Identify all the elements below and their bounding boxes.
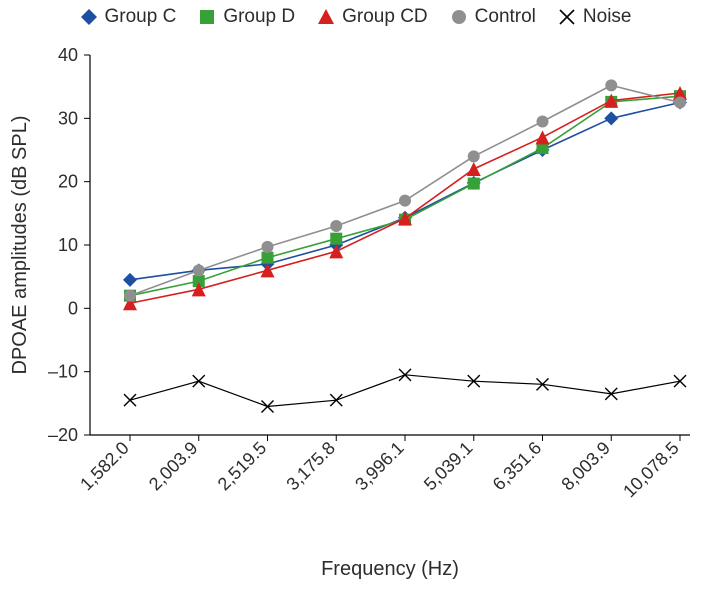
x-tick-label: 2,519.5 — [214, 438, 271, 495]
legend-item: Noise — [558, 6, 632, 28]
x-tick-label: 10,078.5 — [619, 438, 683, 502]
y-tick-label: –10 — [48, 362, 78, 382]
legend-label: Group C — [105, 6, 177, 28]
legend-label: Noise — [583, 6, 632, 28]
x-tick-label: 8,003.9 — [557, 438, 614, 495]
series-group-c — [123, 96, 687, 287]
square-icon — [198, 8, 216, 26]
x-tick-label: 1,582.0 — [76, 438, 133, 495]
line-chart: –20 –10 0 10 20 30 40 1,582.02,003.92,519.53,17… — [0, 0, 711, 593]
legend-item: Group C — [80, 6, 177, 28]
x-tick-label: 3,175.8 — [282, 438, 339, 495]
y-tick-label: 0 — [68, 298, 78, 318]
triangle-icon — [317, 8, 335, 26]
series-control — [124, 79, 686, 301]
legend-label: Group CD — [342, 6, 428, 28]
legend-item: Control — [450, 6, 536, 28]
series-noise — [124, 369, 686, 413]
x-axis-label: Frequency (Hz) — [321, 558, 459, 580]
legend-label: Group D — [223, 6, 295, 28]
chart-container: Group C Group D Group CD Control — [0, 0, 711, 593]
x-tick-label: 5,039.1 — [420, 438, 477, 495]
y-tick-label: 40 — [58, 45, 78, 65]
legend-item: Group D — [198, 6, 295, 28]
legend-label: Control — [475, 6, 536, 28]
x-icon — [558, 8, 576, 26]
circle-icon — [450, 8, 468, 26]
y-axis-label: DPOAE amplitudes (dB SPL) — [9, 116, 31, 375]
x-tick-label: 2,003.9 — [145, 438, 202, 495]
legend: Group C Group D Group CD Control — [0, 6, 711, 28]
y-tick-label: –20 — [48, 425, 78, 445]
y-tick-label: 30 — [58, 108, 78, 128]
x-tick-label: 3,996.1 — [351, 438, 408, 495]
legend-item: Group CD — [317, 6, 428, 28]
y-tick-label: 10 — [58, 235, 78, 255]
y-tick-label: 20 — [58, 172, 78, 192]
x-tick-label: 6,351.6 — [489, 438, 546, 495]
diamond-icon — [80, 8, 98, 26]
